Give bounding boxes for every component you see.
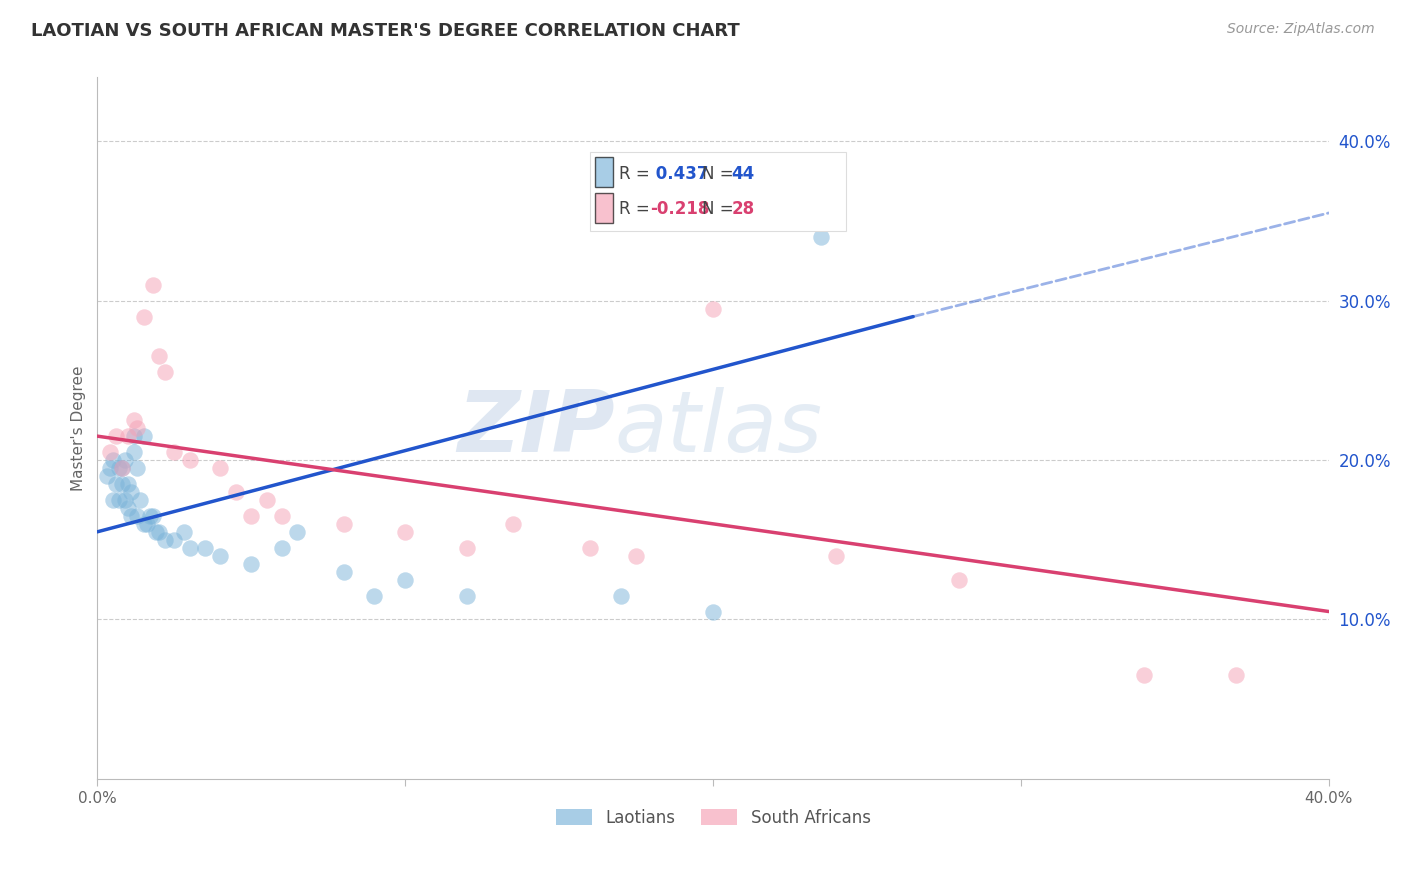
Text: atlas: atlas	[614, 386, 823, 470]
Point	[129, 492, 152, 507]
Point	[394, 573, 416, 587]
Text: ZIP: ZIP	[457, 386, 614, 470]
Point	[624, 549, 647, 563]
Point	[209, 549, 232, 563]
Point	[332, 516, 354, 531]
Point	[120, 508, 142, 523]
Point	[111, 477, 134, 491]
Legend: Laotians, South Africans: Laotians, South Africans	[548, 803, 877, 834]
Point	[104, 429, 127, 443]
Point	[111, 461, 134, 475]
Point	[124, 413, 146, 427]
Point	[127, 421, 149, 435]
Point	[332, 565, 354, 579]
Point	[120, 485, 142, 500]
Point	[1225, 668, 1247, 682]
Point	[117, 429, 139, 443]
Point	[271, 541, 294, 555]
Point	[209, 461, 232, 475]
Point	[240, 557, 263, 571]
Point	[363, 589, 385, 603]
Point	[163, 445, 186, 459]
Point	[194, 541, 217, 555]
Point	[948, 573, 970, 587]
Text: 44: 44	[731, 165, 755, 183]
Point	[702, 301, 724, 316]
Point	[1133, 668, 1156, 682]
Text: R =: R =	[619, 201, 655, 219]
Point	[98, 445, 121, 459]
Text: LAOTIAN VS SOUTH AFRICAN MASTER'S DEGREE CORRELATION CHART: LAOTIAN VS SOUTH AFRICAN MASTER'S DEGREE…	[31, 22, 740, 40]
Point	[101, 453, 124, 467]
Point	[98, 461, 121, 475]
Point	[609, 589, 631, 603]
Point	[702, 605, 724, 619]
Point	[132, 310, 155, 324]
Point	[456, 541, 478, 555]
Point	[114, 492, 136, 507]
Point	[173, 524, 195, 539]
Point	[179, 453, 201, 467]
Text: R =: R =	[619, 165, 655, 183]
Point	[153, 533, 176, 547]
Point	[108, 461, 131, 475]
Point	[810, 230, 832, 244]
Point	[111, 461, 134, 475]
Point	[104, 477, 127, 491]
Y-axis label: Master's Degree: Master's Degree	[72, 366, 86, 491]
Point	[135, 516, 157, 531]
Point	[825, 549, 848, 563]
Text: -0.218: -0.218	[650, 201, 709, 219]
Text: Source: ZipAtlas.com: Source: ZipAtlas.com	[1227, 22, 1375, 37]
Point	[132, 429, 155, 443]
Point	[148, 350, 170, 364]
Point	[579, 541, 602, 555]
Point	[124, 445, 146, 459]
Point	[148, 524, 170, 539]
Point	[96, 469, 118, 483]
Point	[117, 500, 139, 515]
Point	[240, 508, 263, 523]
Point	[138, 508, 160, 523]
Point	[287, 524, 309, 539]
Point	[271, 508, 294, 523]
Point	[142, 508, 165, 523]
Point	[256, 492, 278, 507]
Point	[153, 365, 176, 379]
Point	[127, 508, 149, 523]
Point	[132, 516, 155, 531]
Point	[394, 524, 416, 539]
Point	[108, 492, 131, 507]
Point	[142, 277, 165, 292]
Point	[225, 485, 247, 500]
Point	[124, 429, 146, 443]
Point	[117, 477, 139, 491]
Point	[127, 461, 149, 475]
Point	[163, 533, 186, 547]
Text: N =: N =	[702, 201, 740, 219]
Point	[502, 516, 524, 531]
Point	[114, 453, 136, 467]
Text: N =: N =	[702, 165, 740, 183]
Point	[763, 182, 786, 196]
Point	[179, 541, 201, 555]
Point	[101, 492, 124, 507]
Text: 28: 28	[731, 201, 755, 219]
Text: 0.437: 0.437	[650, 165, 709, 183]
Point	[456, 589, 478, 603]
Point	[145, 524, 167, 539]
